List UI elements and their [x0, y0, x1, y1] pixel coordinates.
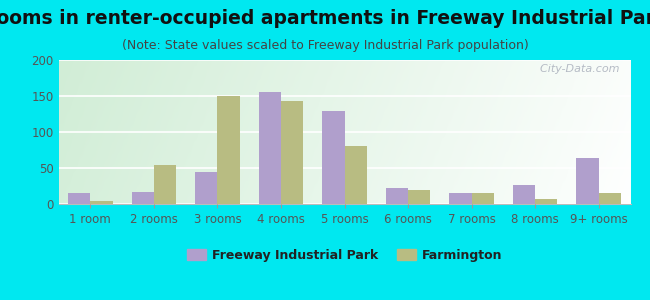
Text: City-Data.com: City-Data.com [532, 64, 619, 74]
Text: Rooms in renter-occupied apartments in Freeway Industrial Park: Rooms in renter-occupied apartments in F… [0, 9, 650, 28]
Bar [577, 158, 599, 204]
Bar [131, 192, 154, 204]
Bar [513, 184, 535, 204]
Bar [344, 146, 367, 204]
Bar [322, 111, 344, 204]
Bar [599, 193, 621, 204]
Bar [154, 165, 176, 204]
Bar [259, 92, 281, 204]
Bar [472, 193, 494, 204]
Bar [386, 188, 408, 204]
Bar [408, 190, 430, 204]
Bar [195, 172, 217, 204]
Bar [68, 193, 90, 204]
Bar [217, 96, 240, 204]
Legend: Freeway Industrial Park, Farmington: Freeway Industrial Park, Farmington [182, 244, 507, 267]
Bar [535, 199, 558, 204]
Bar [449, 193, 472, 204]
Bar [90, 201, 112, 204]
Text: (Note: State values scaled to Freeway Industrial Park population): (Note: State values scaled to Freeway In… [122, 39, 528, 52]
Bar [281, 101, 303, 204]
